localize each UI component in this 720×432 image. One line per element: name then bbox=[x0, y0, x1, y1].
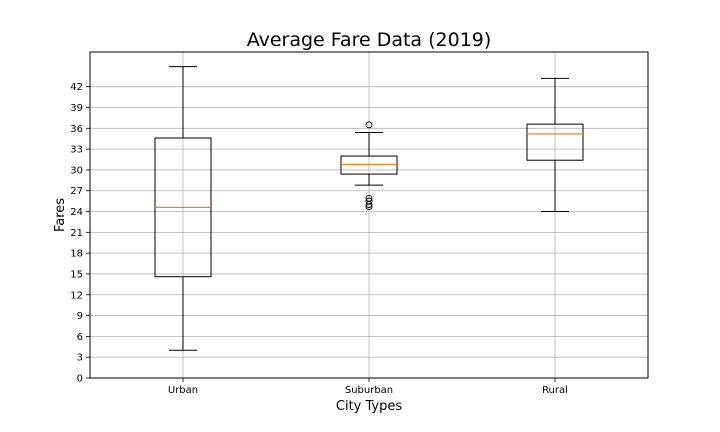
y-tick-label: 9 bbox=[77, 311, 83, 322]
iqr-box bbox=[526, 123, 584, 161]
y-tick-label: 27 bbox=[70, 186, 83, 197]
box-series bbox=[154, 66, 584, 351]
y-tick-label: 21 bbox=[70, 228, 83, 239]
box-rural bbox=[526, 77, 584, 213]
y-tick-label: 24 bbox=[70, 207, 83, 218]
outlier-point bbox=[365, 121, 373, 129]
outlier-point bbox=[365, 203, 373, 211]
x-axis-label: City Types bbox=[336, 399, 402, 414]
x-axis: Urban Suburban Rural bbox=[168, 378, 568, 396]
y-tick-label: 36 bbox=[70, 124, 83, 135]
plot-frame bbox=[89, 51, 649, 379]
y-tick-label: 12 bbox=[70, 290, 83, 301]
y-tick-label: 30 bbox=[70, 165, 83, 176]
box-suburban bbox=[340, 121, 398, 211]
y-tick-label: 0 bbox=[77, 374, 83, 385]
x-tick-label: Suburban bbox=[345, 385, 393, 396]
outlier-point bbox=[365, 197, 373, 205]
iqr-box bbox=[340, 155, 398, 175]
x-tick-label: Rural bbox=[542, 385, 568, 396]
box-urban bbox=[154, 66, 212, 351]
outlier-point bbox=[365, 201, 373, 209]
y-tick-label: 3 bbox=[77, 353, 83, 364]
x-tick-label: Urban bbox=[168, 385, 198, 396]
y-axis-label: Fares bbox=[53, 198, 68, 232]
y-tick-label: 18 bbox=[70, 249, 83, 260]
chart-title: Average Fare Data (2019) bbox=[247, 29, 492, 51]
y-tick-label: 15 bbox=[70, 269, 83, 280]
y-tick-label: 6 bbox=[77, 332, 83, 343]
y-tick-label: 33 bbox=[70, 145, 83, 156]
y-tick-label: 42 bbox=[70, 82, 83, 93]
y-tick-label: 39 bbox=[70, 103, 83, 114]
